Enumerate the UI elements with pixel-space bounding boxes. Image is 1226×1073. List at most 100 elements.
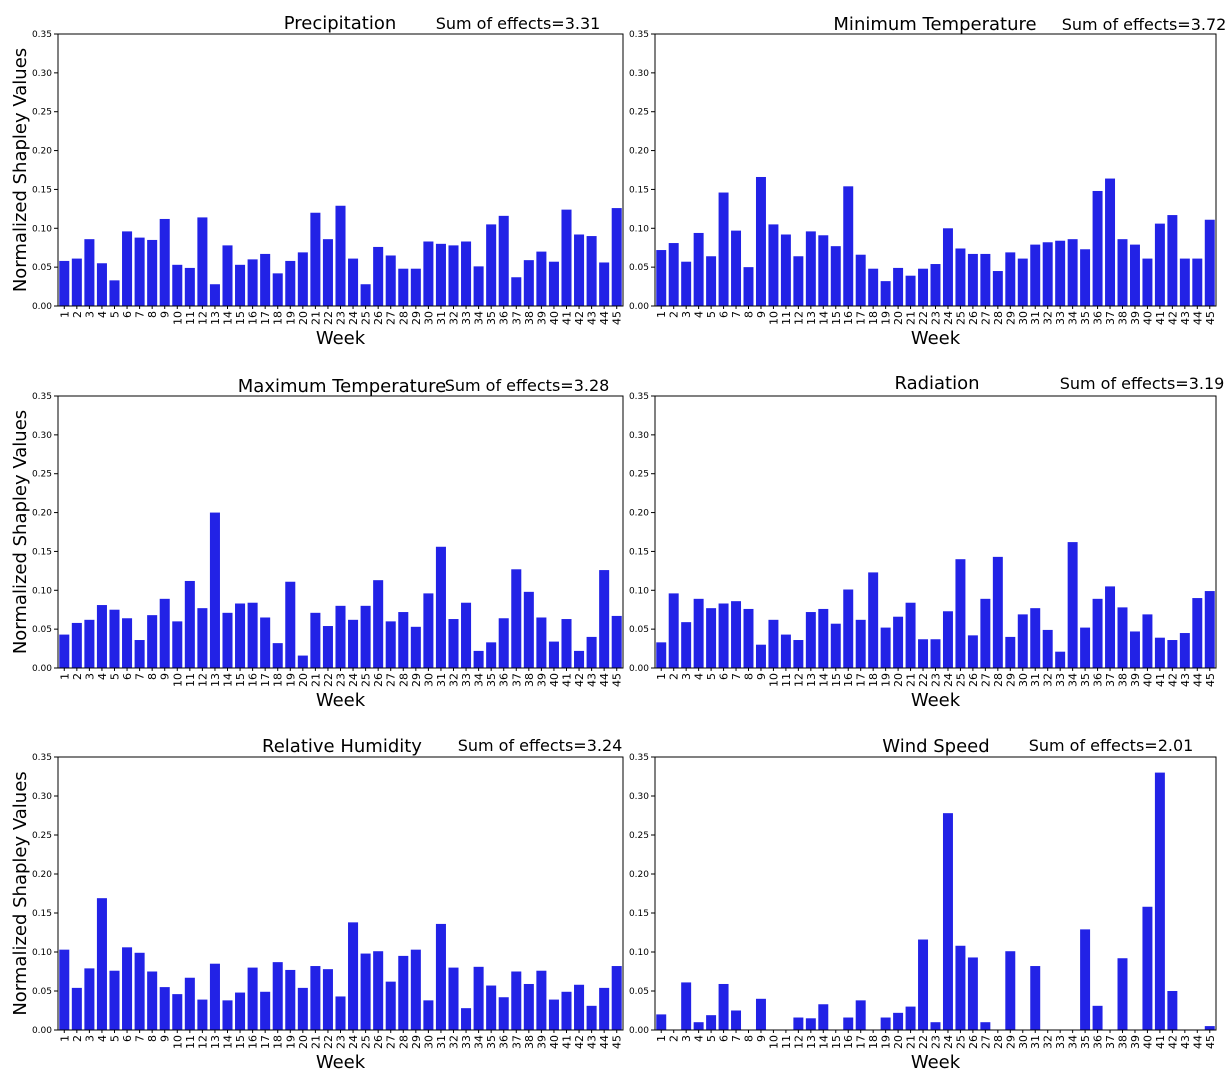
bar-week-41 [561, 991, 572, 1030]
x-tick-label: 39 [535, 1035, 548, 1049]
x-tick-label: 14 [222, 673, 235, 687]
y-tick-label: 0.25 [629, 108, 649, 118]
x-tick-label: 10 [171, 311, 184, 325]
bar-week-5 [706, 1015, 717, 1030]
x-tick-label: 30 [1017, 1035, 1030, 1049]
bar-week-38 [523, 983, 534, 1030]
x-tick-label: 9 [755, 673, 768, 680]
x-tick-label: 18 [867, 1035, 880, 1049]
bar-week-24 [348, 258, 359, 306]
x-tick-label: 43 [586, 673, 599, 687]
x-tick-label: 39 [1129, 673, 1142, 687]
bar-week-30 [1017, 614, 1028, 668]
x-tick-label: 26 [372, 1035, 385, 1049]
bar-week-23 [930, 1022, 941, 1030]
bar-week-29 [410, 626, 421, 668]
x-tick-label: 19 [880, 673, 893, 687]
x-tick-label: 21 [905, 673, 918, 687]
bar-week-29 [1005, 636, 1016, 668]
x-tick-label: 25 [360, 311, 373, 325]
chart-panel-5: Relative Humidity Sum of effects=3.24 0.00… [10, 736, 624, 1073]
x-tick-label: 4 [693, 673, 706, 680]
bar-week-14 [222, 1000, 233, 1030]
bar-week-5 [109, 609, 120, 668]
bar-week-6 [718, 603, 729, 668]
x-tick-label: 38 [523, 1035, 536, 1049]
x-tick-label: 13 [805, 1035, 818, 1049]
x-tick-label: 21 [905, 311, 918, 325]
x-tick-label: 1 [58, 311, 71, 318]
x-tick-label: 34 [473, 1035, 486, 1049]
x-tick-label: 5 [109, 311, 122, 318]
bar-week-31 [435, 243, 446, 306]
bar-week-24 [348, 619, 359, 668]
x-tick-label: 2 [668, 1035, 681, 1042]
x-tick-label: 12 [196, 673, 209, 687]
bar-week-17 [855, 619, 866, 668]
x-tick-label: 38 [1117, 1035, 1130, 1049]
x-tick-label: 13 [805, 673, 818, 687]
x-tick-label: 3 [680, 673, 693, 680]
x-tick-label: 30 [1017, 673, 1030, 687]
x-tick-label: 34 [473, 311, 486, 325]
bar-week-8 [147, 239, 158, 306]
bar-week-6 [122, 231, 133, 306]
bar-week-29 [1005, 951, 1016, 1030]
y-tick-label: 0.25 [629, 470, 649, 480]
x-tick-label: 25 [954, 1035, 967, 1049]
bar-week-36 [1092, 598, 1103, 668]
bar-week-5 [706, 608, 717, 668]
bar-week-25 [955, 248, 966, 306]
y-tick-label: 0.35 [32, 392, 52, 402]
bar-week-11 [780, 634, 791, 668]
x-tick-label: 41 [1154, 673, 1167, 687]
x-axis-label: Week [316, 1052, 366, 1073]
bar-week-20 [297, 987, 308, 1030]
axes-frame [654, 756, 1217, 1031]
bar-week-16 [247, 967, 258, 1030]
bar-week-16 [247, 259, 258, 306]
bar-week-25 [360, 284, 371, 306]
x-tick-label: 20 [892, 311, 905, 325]
bar-week-19 [880, 627, 891, 668]
bar-week-18 [868, 268, 879, 306]
chart-title: Relative Humidity [262, 736, 422, 757]
bar-week-36 [1092, 1005, 1103, 1030]
sum-of-effects-label: Sum of effects=3.19 [1060, 374, 1225, 393]
y-tick-label: 0.15 [629, 185, 649, 195]
bar-week-14 [222, 245, 233, 306]
bar-week-43 [1179, 258, 1190, 306]
bar-week-13 [209, 963, 220, 1030]
x-tick-label: 10 [767, 673, 780, 687]
x-tick-label: 1 [655, 673, 668, 680]
x-tick-label: 21 [905, 1035, 918, 1049]
bar-week-35 [1080, 249, 1091, 306]
sum-of-effects-label: Sum of effects=3.72 [1062, 15, 1226, 34]
x-tick-label: 11 [184, 673, 197, 687]
x-tick-label: 22 [322, 1035, 335, 1049]
bar-week-14 [818, 235, 829, 306]
bar-week-16 [843, 1017, 854, 1030]
x-tick-label: 6 [121, 1035, 134, 1042]
x-tick-label: 32 [448, 1035, 461, 1049]
bar-week-4 [96, 898, 107, 1030]
bar-week-7 [731, 1010, 742, 1030]
x-tick-label: 20 [297, 673, 310, 687]
x-tick-label: 13 [805, 311, 818, 325]
bar-week-41 [561, 209, 572, 306]
bar-week-38 [523, 591, 534, 668]
x-tick-label: 40 [1141, 1035, 1154, 1049]
bar-week-7 [731, 230, 742, 306]
bar-week-45 [1204, 1026, 1215, 1030]
bar-week-9 [755, 644, 766, 668]
x-tick-label: 9 [159, 311, 172, 318]
y-tick-label: 0.25 [629, 831, 649, 841]
x-tick-label: 6 [718, 673, 731, 680]
x-tick-label: 29 [410, 311, 423, 325]
x-tick-label: 12 [792, 673, 805, 687]
x-tick-label: 45 [611, 311, 624, 325]
bar-week-9 [755, 176, 766, 306]
chart-title: Maximum Temperature [238, 376, 446, 397]
bar-week-4 [693, 598, 704, 668]
axes-frame [654, 33, 1217, 307]
